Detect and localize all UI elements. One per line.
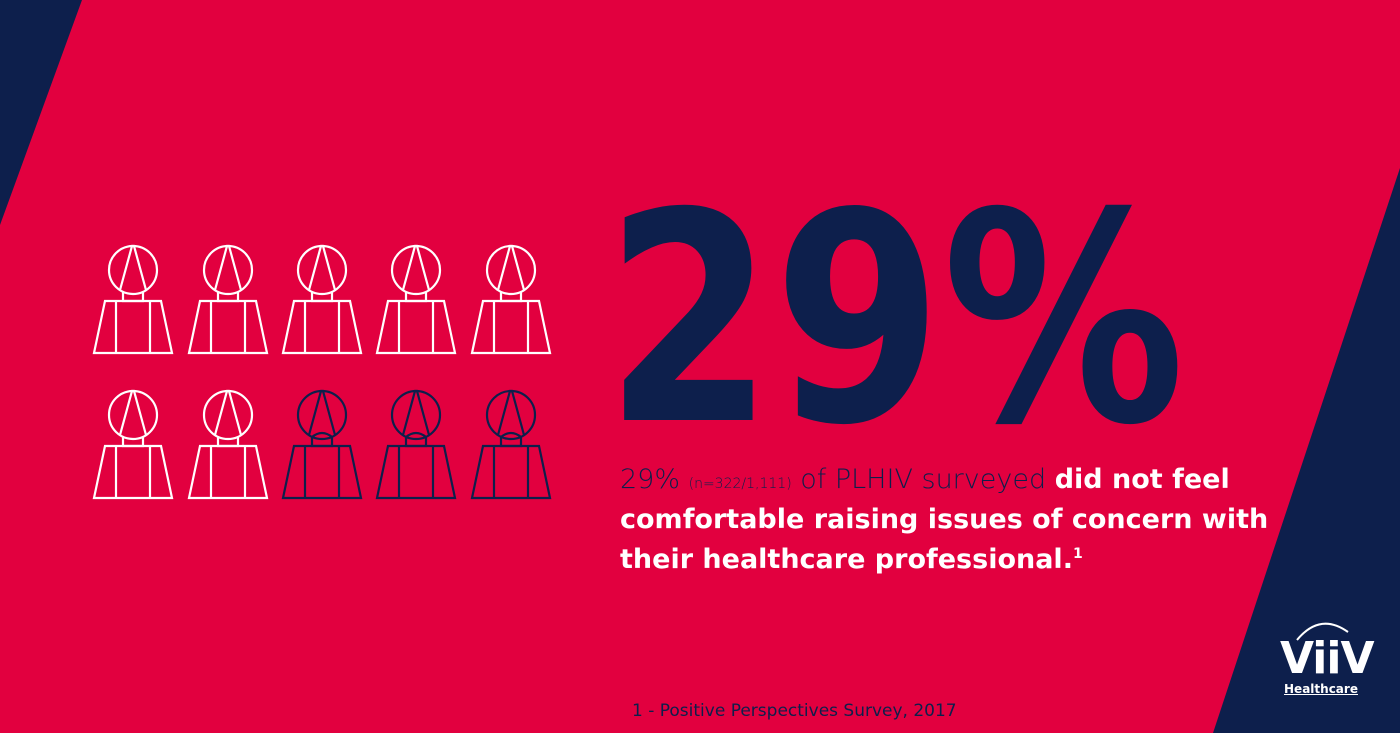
person-icon — [187, 244, 269, 355]
logo-name: ViiV — [1280, 633, 1375, 684]
lead: of PLHIV surveyed — [800, 464, 1047, 495]
person-icon — [281, 244, 363, 355]
person-icon — [92, 244, 174, 355]
person-icon — [92, 389, 174, 500]
sad-person-icon — [375, 389, 457, 500]
sad-person-icon — [470, 389, 552, 500]
logo: ViiV Healthcare — [1280, 633, 1375, 697]
corner-shape — [1213, 168, 1400, 733]
logo-arc — [1296, 622, 1349, 641]
reference: 1 — [1072, 546, 1083, 562]
footnote: 1 - Positive Perspectives Survey, 2017 — [632, 701, 957, 721]
statement: 29% (n=322/1,111) of PLHIV surveyed did … — [620, 462, 1270, 577]
sample: (n=322/1,111) — [688, 476, 792, 492]
person-icon — [375, 244, 457, 355]
figure: 29% — [620, 464, 681, 495]
emphasis: did not feel comfortable raising issues … — [620, 464, 1269, 575]
person-icon — [470, 244, 552, 355]
corner-shape — [0, 0, 82, 225]
person-icon — [187, 389, 269, 500]
icon-group — [92, 244, 552, 500]
frown — [311, 431, 522, 438]
sad-person-icon — [281, 389, 363, 500]
logo-tagline: Healthcare — [1284, 682, 1358, 696]
headline: 29% — [605, 152, 1185, 489]
icon-group — [281, 389, 552, 500]
